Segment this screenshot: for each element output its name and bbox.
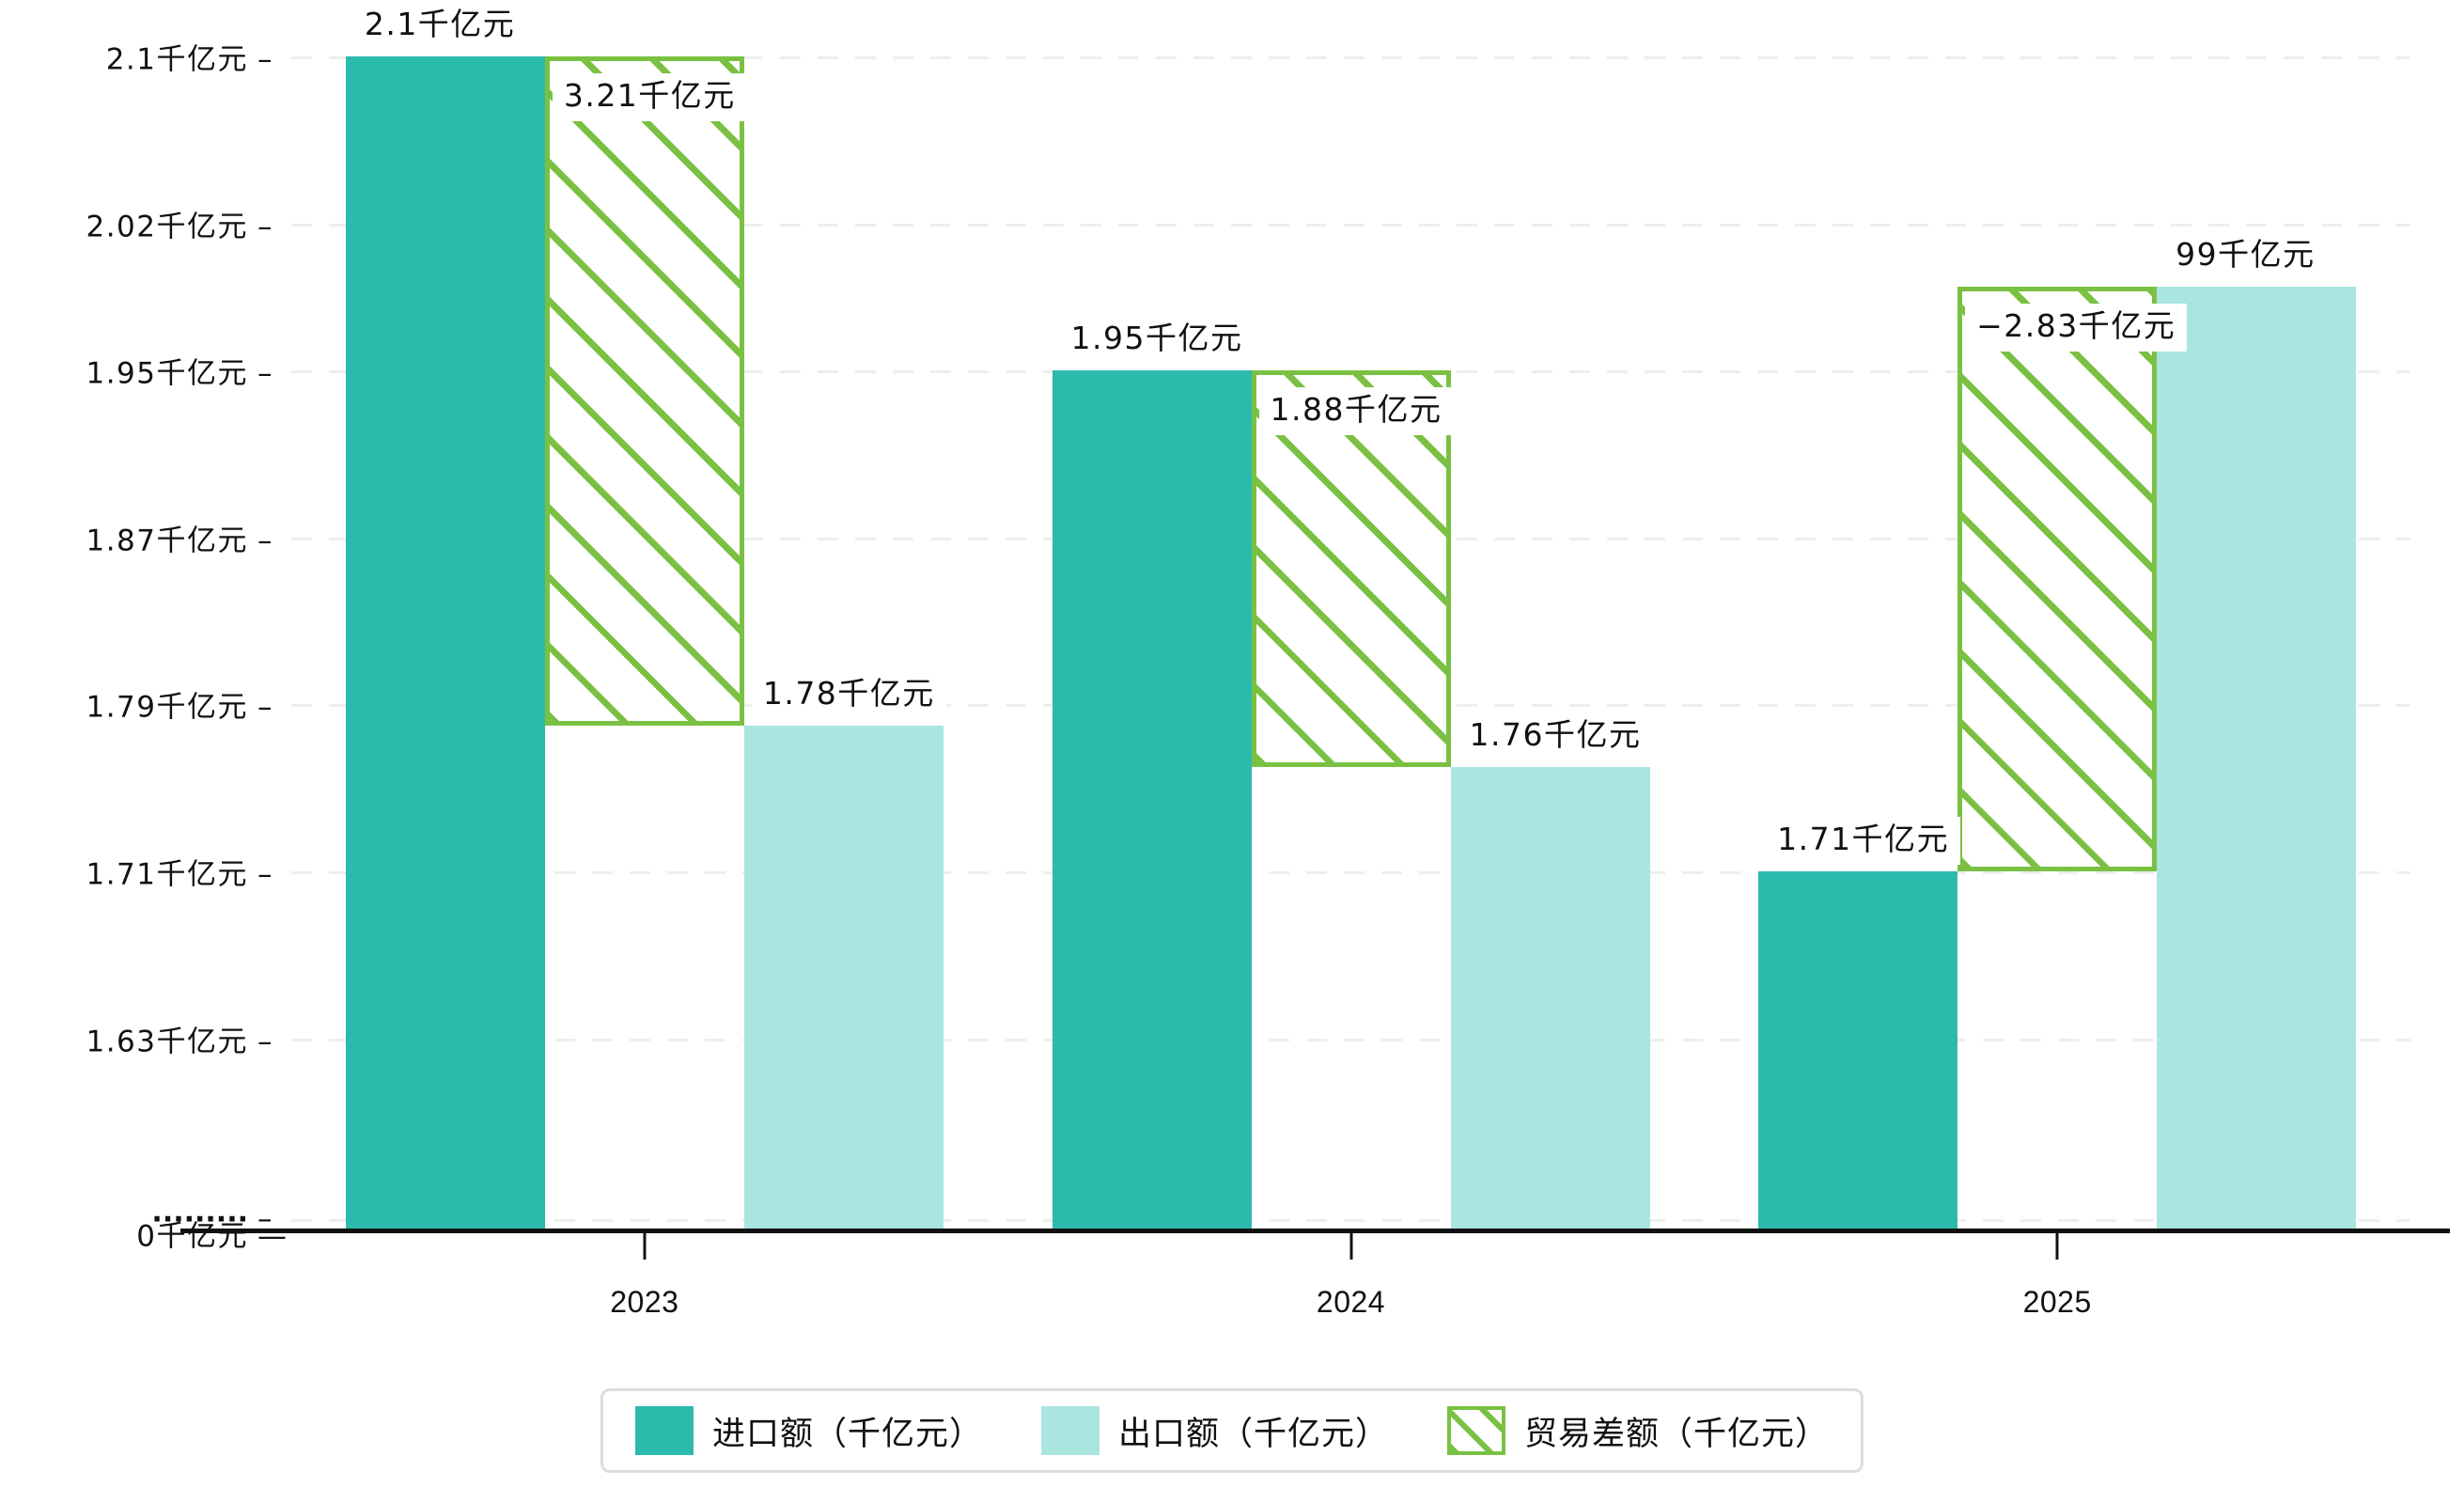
bar-import[interactable] [1052, 369, 1252, 1233]
y-tick-text: 1.95千亿元 [86, 356, 248, 391]
y-axis-tick-label: 2.02千亿元 – [0, 202, 282, 244]
bar-value-label-difference: 1.88千亿元 [1258, 386, 1454, 435]
bar-trade-difference[interactable] [544, 56, 744, 726]
bar-value-label-import: 1.95千亿元 [1059, 315, 1255, 364]
y-tick-text: 0千亿元 [136, 1219, 248, 1254]
bar-group: 1.95千亿元 1.88千亿元 1.76千亿元 [291, 28, 2410, 1233]
y-tick-text: 1.63千亿元 [86, 1025, 248, 1059]
export-swatch [1040, 1406, 1099, 1455]
chart-legend: 进口额（千亿元） 出口额（千亿元） 贸易差额（千亿元） [600, 1388, 1864, 1473]
plot-area: 2.1千亿元 3.21千亿元 1.78千亿元 1.95千亿元 1.88千亿元 1.76千亿… [180, 2, 2450, 1319]
y-tick-text: 2.02千亿元 [86, 210, 248, 244]
y-tick-mark: – [257, 210, 273, 244]
x-axis-tick [643, 1233, 647, 1260]
y-tick-mark: – [257, 690, 273, 725]
legend-label: 进口额（千亿元） [711, 1415, 983, 1453]
y-tick-text: 1.71千亿元 [86, 857, 248, 892]
legend-item[interactable]: 贸易差额（千亿元） [1447, 1406, 1829, 1455]
legend-label: 出口额（千亿元） [1117, 1415, 1390, 1453]
y-tick-text: 2.1千亿元 [105, 42, 248, 77]
x-axis-label: 2024 [1316, 1285, 1386, 1319]
y-axis-tick-label: 1.71千亿元 – [0, 851, 282, 893]
y-tick-text: 1.79千亿元 [86, 690, 248, 725]
x-axis-tick [1349, 1233, 1352, 1260]
x-axis-tick [2055, 1233, 2059, 1260]
x-axis-label: 2025 [2022, 1285, 2092, 1319]
bar-value-label-difference: 3.21千亿元 [552, 73, 747, 121]
bar-export[interactable] [2157, 286, 2357, 1233]
bar-trade-difference[interactable] [1957, 286, 2158, 872]
y-tick-mark: – [257, 857, 273, 892]
bar-export[interactable] [743, 725, 943, 1233]
y-axis-tick-label: 1.95千亿元 – [0, 349, 282, 391]
x-axis-label: 2023 [610, 1285, 679, 1319]
y-tick-mark: – [257, 1202, 273, 1237]
y-axis-tick-label: 0千亿元 — [0, 1213, 287, 1255]
y-tick-mark: – [257, 356, 273, 391]
import-swatch [634, 1406, 694, 1455]
y-tick-text: 1.87千亿元 [86, 524, 248, 558]
gridline [291, 56, 2410, 59]
y-axis-tick-label: 1.87千亿元 – [0, 516, 282, 558]
y-axis-tick-label: 2.1千亿元 – [0, 36, 282, 78]
bar-import[interactable] [345, 56, 545, 1233]
bar-value-label-export: 1.76千亿元 [1458, 712, 1653, 761]
bar-trade-difference[interactable] [1251, 369, 1451, 768]
gridline [291, 1039, 2410, 1042]
bar-group: 1.71千亿元 −2.83千亿元 99千亿元 [291, 28, 2410, 1233]
gridline [291, 223, 2410, 227]
bar-import[interactable] [1758, 871, 1958, 1233]
bar-value-label-export: 99千亿元 [2164, 231, 2327, 280]
gridline [291, 871, 2410, 875]
legend-item[interactable]: 出口额（千亿元） [1040, 1406, 1390, 1455]
y-tick-mark: – [257, 1025, 273, 1059]
bar-export[interactable] [1450, 767, 1650, 1233]
legend-item[interactable]: 进口额（千亿元） [634, 1406, 983, 1455]
x-axis-line [180, 1229, 2450, 1233]
bar-value-label-difference: −2.83千亿元 [1965, 303, 2188, 352]
bar-value-label-export: 1.78千亿元 [751, 670, 946, 719]
bar-value-label-import: 2.1千亿元 [352, 2, 527, 50]
y-tick-mark: – [257, 524, 273, 558]
legend-label: 贸易差额（千亿元） [1524, 1415, 1830, 1453]
bar-value-label-import: 1.71千亿元 [1766, 817, 1961, 866]
y-axis-tick-label: 1.63千亿元 – [0, 1018, 282, 1060]
y-tick-mark: – [257, 42, 273, 77]
y-tick-mark: — [257, 1219, 287, 1254]
bar-group: 2.1千亿元 3.21千亿元 1.78千亿元 [291, 2, 2410, 1233]
y-axis-tick-label: 1.79千亿元 – [0, 683, 282, 726]
gridline [291, 1219, 2410, 1223]
diff-swatch [1447, 1406, 1506, 1455]
y-axis-labels: 0千亿元 — ········· –1.63千亿元 –1.71千亿元 –1.79千亿元 –1… [0, 0, 291, 1503]
